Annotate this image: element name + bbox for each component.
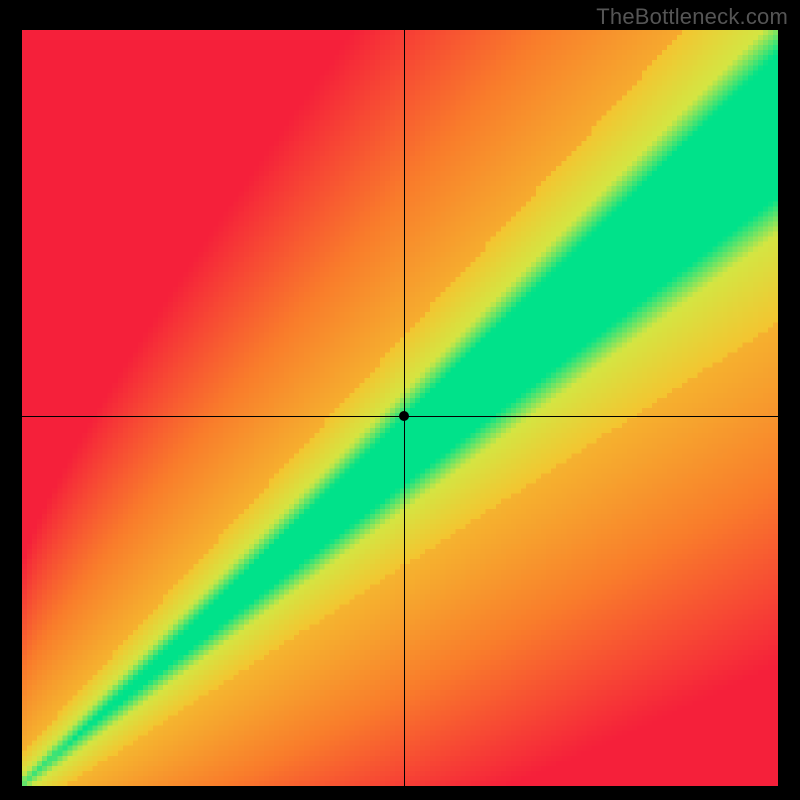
crosshair-vertical xyxy=(404,30,405,786)
selected-point xyxy=(399,411,409,421)
attribution-text: TheBottleneck.com xyxy=(596,4,788,30)
chart-frame xyxy=(22,30,778,786)
bottleneck-heatmap xyxy=(22,30,778,786)
